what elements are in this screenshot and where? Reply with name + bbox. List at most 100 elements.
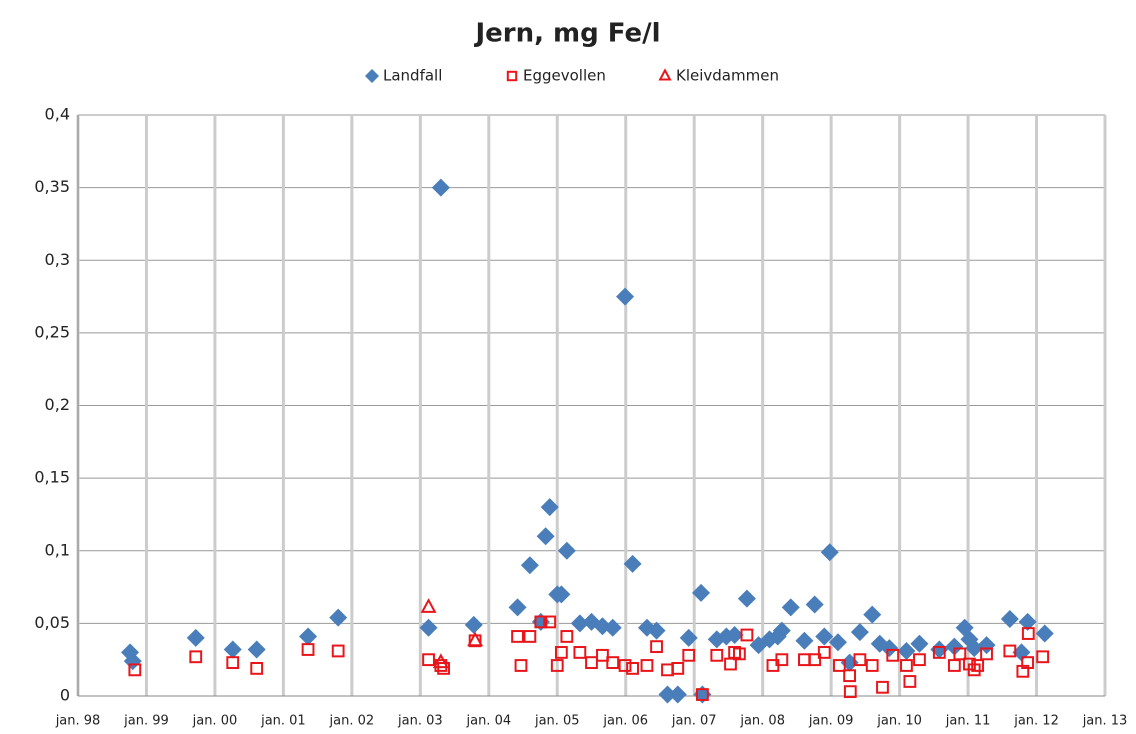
point <box>863 605 882 624</box>
point <box>1021 627 1035 640</box>
point <box>692 583 711 602</box>
x-tick-label: jan. 13 <box>1082 714 1128 729</box>
point <box>422 653 435 667</box>
x-tick-label: jan. 10 <box>876 714 922 729</box>
y-tick-label: 0,35 <box>34 177 70 196</box>
y-tick-label: 0,2 <box>45 395 70 414</box>
point <box>554 646 568 659</box>
point <box>828 633 847 652</box>
point <box>1036 650 1050 664</box>
point <box>431 178 450 197</box>
point <box>250 662 264 675</box>
point <box>640 659 654 672</box>
point <box>223 640 242 659</box>
point <box>514 659 528 672</box>
point <box>897 641 916 660</box>
point <box>650 640 663 654</box>
point <box>658 685 677 704</box>
legend-marker <box>365 69 379 83</box>
y-tick-label: 0,15 <box>34 468 70 487</box>
point <box>329 608 348 627</box>
point <box>737 589 756 608</box>
x-tick-label: jan. 07 <box>671 714 717 729</box>
point <box>725 625 744 644</box>
y-tick-label: 0,1 <box>45 540 70 559</box>
point <box>1012 643 1031 662</box>
point <box>540 498 559 517</box>
point <box>945 637 964 656</box>
point <box>876 680 889 694</box>
point <box>840 653 859 672</box>
point <box>798 653 811 667</box>
point <box>910 634 929 653</box>
point <box>626 662 639 675</box>
point <box>817 646 831 659</box>
point <box>534 615 548 629</box>
point <box>903 675 917 688</box>
point <box>865 659 879 672</box>
point <box>299 627 318 646</box>
point <box>419 618 438 637</box>
point <box>772 621 791 640</box>
x-tick-label: jan. 99 <box>123 714 169 729</box>
point <box>247 640 266 659</box>
point <box>732 647 746 661</box>
legend-label: Eggevollen <box>523 67 606 85</box>
x-tick-label: jan. 02 <box>329 714 375 729</box>
point <box>832 659 846 672</box>
point <box>947 659 961 672</box>
point <box>301 643 315 656</box>
point <box>671 662 685 675</box>
y-tick-label: 0,3 <box>45 250 70 269</box>
point <box>123 652 142 671</box>
x-tick-label: jan. 04 <box>465 714 511 729</box>
point <box>420 598 437 613</box>
y-tick-label: 0,4 <box>45 105 70 124</box>
y-tick-label: 0,05 <box>34 613 70 632</box>
point <box>226 656 240 669</box>
point <box>550 659 564 672</box>
point <box>843 669 857 683</box>
x-tick-label: jan. 01 <box>260 714 306 729</box>
point <box>980 647 993 661</box>
point <box>186 628 205 647</box>
point <box>128 663 142 677</box>
point <box>570 614 589 633</box>
point <box>853 653 867 667</box>
x-tick-label: jan. 05 <box>534 714 580 729</box>
point <box>331 644 345 658</box>
point <box>616 287 635 306</box>
point <box>596 648 609 662</box>
point <box>696 688 709 701</box>
point <box>740 628 754 642</box>
point <box>775 653 789 667</box>
point <box>900 659 913 672</box>
point <box>805 595 824 614</box>
point <box>573 646 587 659</box>
legend-marker <box>658 68 672 81</box>
legend-label: Kleivdammen <box>676 67 779 85</box>
legend-label: Landfall <box>383 67 442 85</box>
point <box>1003 644 1017 658</box>
x-tick-label: jan. 11 <box>945 714 991 729</box>
point <box>618 659 632 672</box>
point <box>1018 612 1037 631</box>
point <box>536 527 555 546</box>
point <box>1021 656 1035 669</box>
point <box>432 653 449 669</box>
point <box>585 656 598 669</box>
point <box>557 541 576 560</box>
point <box>437 662 451 675</box>
point <box>710 648 724 662</box>
point <box>606 656 620 669</box>
point <box>795 631 814 650</box>
point <box>520 556 539 575</box>
point <box>511 630 524 643</box>
point <box>647 621 666 640</box>
x-tick-label: jan. 08 <box>739 714 785 729</box>
point <box>623 554 642 573</box>
point <box>880 639 899 658</box>
point <box>971 659 985 672</box>
point <box>932 646 946 659</box>
